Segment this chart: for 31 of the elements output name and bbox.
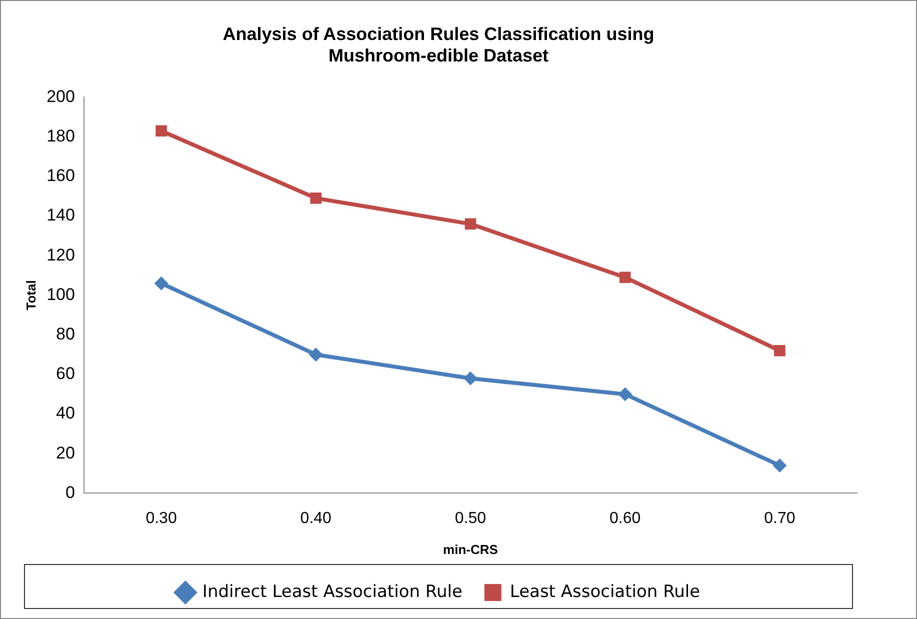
y-tick-label: 20 (56, 443, 75, 462)
x-tick-label: 0.30 (146, 510, 177, 528)
y-tick-label: 80 (56, 324, 75, 344)
x-tick-label: 0.40 (300, 510, 332, 528)
x-tick-label: 0.50 (454, 510, 486, 528)
y-tick-label: 40 (56, 404, 75, 423)
legend-label: Indirect Least Association Rule (202, 582, 462, 602)
point (618, 387, 632, 402)
y-tick-label: 140 (46, 206, 75, 225)
point (464, 218, 476, 230)
y-tick-label: 60 (56, 364, 75, 384)
y-tick-label: 120 (46, 245, 75, 264)
point (154, 276, 168, 290)
point (774, 344, 786, 356)
y-tick-label: 200 (46, 86, 75, 106)
point (463, 371, 478, 386)
y-tick-label: 0 (65, 482, 75, 502)
point (156, 125, 167, 137)
y-tick-label: 180 (46, 126, 75, 146)
y-tick-label: 100 (46, 284, 75, 304)
x-tick-label: 0.60 (610, 510, 641, 528)
chart-title: Analysis of Association Rules Classification using Mushroom-edible Dataset (222, 24, 654, 66)
y-axis-title: Total (23, 280, 38, 310)
point (772, 458, 787, 472)
point (619, 272, 631, 284)
point (308, 348, 323, 362)
legend-label: Least Association Rule (510, 582, 700, 602)
y-tick-label: 160 (46, 166, 75, 186)
point (310, 192, 322, 204)
x-axis-title: min-CRS (443, 542, 498, 557)
x-tick-label: 0.70 (764, 510, 796, 528)
